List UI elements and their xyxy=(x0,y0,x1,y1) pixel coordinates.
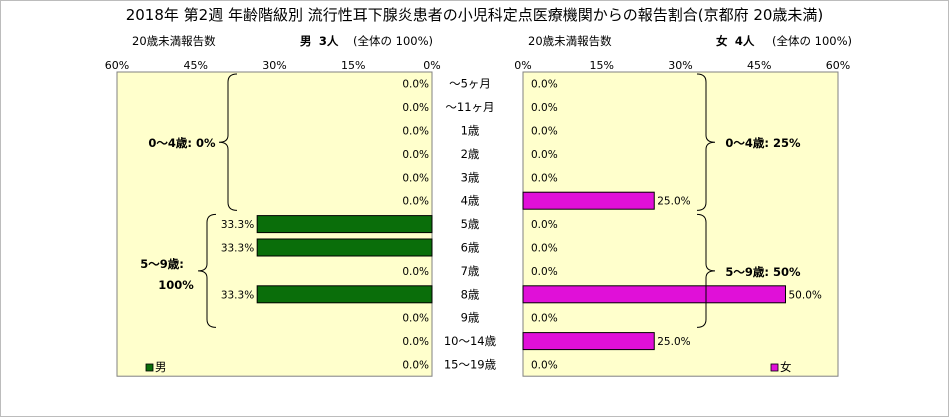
female-data-label: 25.0% xyxy=(657,336,690,348)
female-data-label: 0.0% xyxy=(531,266,558,278)
right-sex-count: 女 4人 xyxy=(716,33,754,49)
right-share: (全体の 100%) xyxy=(772,34,853,48)
category-label: 5歳 xyxy=(461,217,480,231)
left-report-count-label: 20歳未満報告数 xyxy=(132,34,216,48)
right-x-tick-label: 45% xyxy=(747,59,771,72)
female-legend-swatch xyxy=(770,363,779,372)
male-legend-swatch xyxy=(145,363,154,372)
female-bar xyxy=(522,285,786,304)
right-count: 4人 xyxy=(734,34,755,48)
female-data-label: 50.0% xyxy=(789,289,822,301)
male-bar xyxy=(256,215,433,234)
male-bar xyxy=(256,285,433,304)
category-label: 4歳 xyxy=(461,194,480,208)
category-label: 9歳 xyxy=(461,311,480,325)
right-x-tick-label: 30% xyxy=(668,59,692,72)
right-brace-0-4 xyxy=(696,73,716,211)
left-x-tick-label: 15% xyxy=(341,59,365,72)
left-sex: 男 xyxy=(300,34,312,48)
female-data-label: 0.0% xyxy=(531,313,558,325)
category-label: 〜11ヶ月 xyxy=(445,100,494,114)
male-data-label: 0.0% xyxy=(402,196,429,208)
female-data-label: 0.0% xyxy=(531,243,558,255)
left-annotation-5-9: 5〜9歳: xyxy=(140,257,184,271)
male-data-label: 33.3% xyxy=(221,243,254,255)
left-x-tick-label: 30% xyxy=(262,59,286,72)
right-x-tick-label: 15% xyxy=(590,59,614,72)
right-annotation-5-9: 5〜9歳: 50% xyxy=(725,265,801,279)
category-label: 〜5ヶ月 xyxy=(449,77,491,91)
left-count: 3人 xyxy=(318,34,339,48)
right-annotation-0-4: 0〜4歳: 25% xyxy=(725,136,801,150)
male-data-label: 0.0% xyxy=(402,172,429,184)
female-data-label: 0.0% xyxy=(531,102,558,114)
male-bar xyxy=(256,238,433,257)
male-data-label: 0.0% xyxy=(402,360,429,372)
female-legend-label: 女 xyxy=(780,360,792,374)
female-data-label: 0.0% xyxy=(531,172,558,184)
category-label: 3歳 xyxy=(461,170,480,184)
category-label: 1歳 xyxy=(461,124,480,138)
right-report-count-label: 20歳未満報告数 xyxy=(528,34,612,48)
female-data-label: 0.0% xyxy=(531,219,558,231)
category-label: 6歳 xyxy=(461,241,480,255)
chart-title: 2018年 第2週 年齢階級別 流行性耳下腺炎患者の小児科定点医療機関からの報告… xyxy=(125,6,824,24)
male-data-label: 33.3% xyxy=(221,289,254,301)
left-brace-0-4 xyxy=(218,73,238,211)
left-annotation-0-4: 0〜4歳: 0% xyxy=(148,136,216,150)
left-annotation-5-9-value: 100% xyxy=(158,278,194,292)
left-x-tick-label: 45% xyxy=(184,59,208,72)
right-plot-area xyxy=(522,71,839,377)
category-label: 8歳 xyxy=(461,287,480,301)
left-x-tick-label: 0% xyxy=(423,59,440,72)
male-data-label: 0.0% xyxy=(402,79,429,91)
male-data-label: 0.0% xyxy=(402,313,429,325)
male-legend-label: 男 xyxy=(155,360,167,374)
right-x-tick-label: 60% xyxy=(826,59,850,72)
female-data-label: 25.0% xyxy=(657,196,690,208)
female-bar xyxy=(522,332,655,351)
left-share: (全体の 100%) xyxy=(353,34,434,48)
category-label: 2歳 xyxy=(461,147,480,161)
female-data-label: 0.0% xyxy=(531,126,558,138)
left-sex-count: 男 3人 xyxy=(300,33,338,49)
female-bar xyxy=(522,191,655,210)
female-data-label: 0.0% xyxy=(531,149,558,161)
male-data-label: 0.0% xyxy=(402,266,429,278)
right-x-tick-label: 0% xyxy=(514,59,531,72)
left-x-tick-label: 60% xyxy=(105,59,129,72)
category-label: 7歳 xyxy=(461,264,480,278)
category-label: 15〜19歳 xyxy=(444,358,497,372)
right-sex: 女 xyxy=(716,34,728,48)
right-brace-5-9 xyxy=(696,213,716,328)
female-data-label: 0.0% xyxy=(531,79,558,91)
male-data-label: 33.3% xyxy=(221,219,254,231)
female-data-label: 0.0% xyxy=(531,360,558,372)
male-data-label: 0.0% xyxy=(402,126,429,138)
left-brace-5-9 xyxy=(197,213,217,328)
male-data-label: 0.0% xyxy=(402,149,429,161)
category-label: 10〜14歳 xyxy=(444,334,497,348)
male-data-label: 0.0% xyxy=(402,102,429,114)
male-data-label: 0.0% xyxy=(402,336,429,348)
